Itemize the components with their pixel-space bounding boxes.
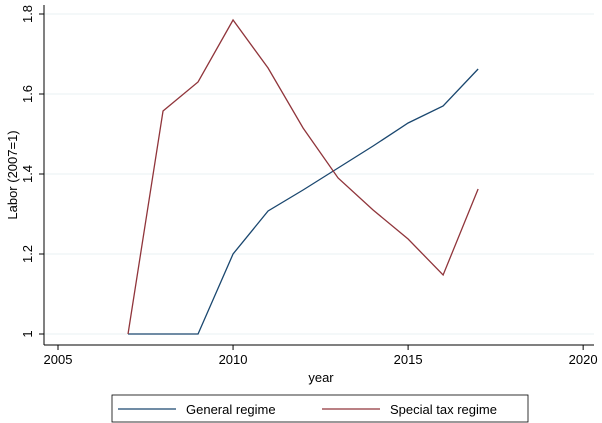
y-tick-label: 1.4 [20,165,35,183]
y-tick-label: 1 [20,330,35,337]
y-axis-title: Labor (2007=1) [5,130,20,219]
x-tick-label: 2020 [569,352,598,367]
x-tick-label: 2015 [394,352,423,367]
y-tick-label: 1.8 [20,5,35,23]
x-axis-title: year [308,370,334,385]
y-tick-label: 1.6 [20,85,35,103]
y-tick-label: 1.2 [20,245,35,263]
legend-label: Special tax regime [390,402,497,417]
legend-label: General regime [186,402,276,417]
x-tick-label: 2010 [219,352,248,367]
series-line [127,18,479,335]
series-line [128,68,479,335]
x-tick-label: 2005 [44,352,73,367]
legend-box [111,394,529,423]
